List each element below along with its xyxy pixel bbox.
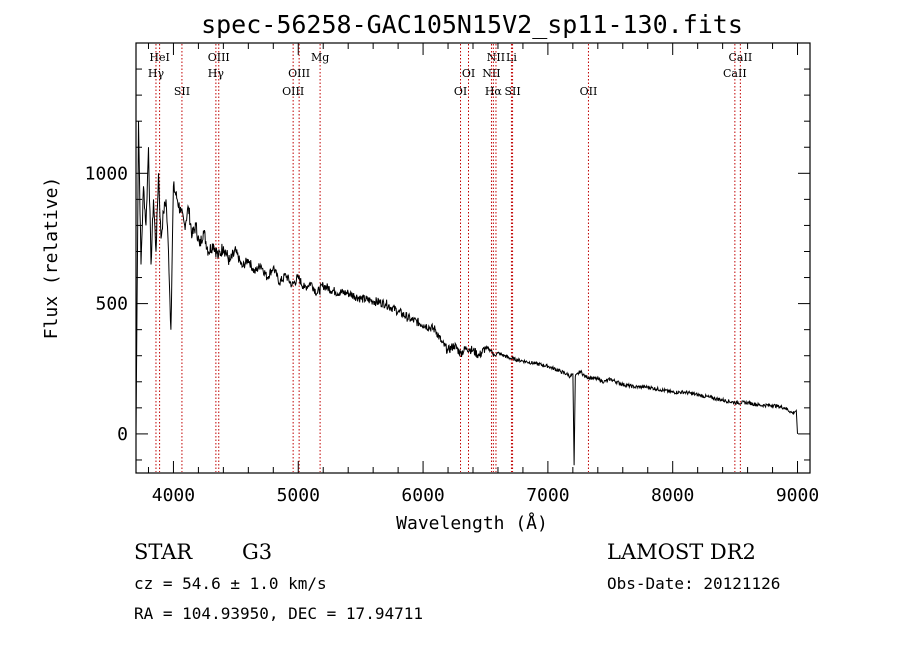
object-class: STAR bbox=[134, 540, 193, 564]
spectral-line-label: NII bbox=[487, 51, 505, 64]
x-tick-label: 7000 bbox=[526, 485, 569, 506]
x-tick-label: 9000 bbox=[776, 485, 819, 506]
plot-frame bbox=[135, 42, 811, 474]
spectral-line-label: Hγ bbox=[148, 67, 165, 80]
spectrum-series-line bbox=[135, 121, 798, 466]
y-tick-label: 500 bbox=[95, 294, 128, 315]
spectral-line-label: CaII bbox=[729, 51, 753, 64]
x-tick-label: 4000 bbox=[152, 485, 195, 506]
observation-date: Obs-Date: 20121126 bbox=[607, 574, 780, 593]
spectral-line-label: SII bbox=[174, 85, 190, 98]
axis-ticks: 4000 5000 6000 7000 8000 9000 0 500 1000 bbox=[85, 43, 819, 506]
y-tick-label: 1000 bbox=[85, 163, 128, 184]
spectral-line-label: OIII bbox=[282, 85, 304, 98]
survey-name: LAMOST DR2 bbox=[607, 540, 756, 564]
spectral-line-label: Mg bbox=[311, 51, 329, 64]
spectral-line-label: Hγ bbox=[208, 67, 225, 80]
spectral-line-label: OIII bbox=[208, 51, 230, 64]
spectral-line-label: Hα bbox=[485, 85, 503, 98]
redshift-velocity: cz = 54.6 ± 1.0 km/s bbox=[134, 574, 327, 593]
spectral-line-label: SII bbox=[504, 85, 520, 98]
spectral-line-label: Li bbox=[506, 51, 517, 64]
spectral-line-label: CaII bbox=[723, 67, 747, 80]
x-tick-label: 8000 bbox=[651, 485, 694, 506]
spectral-line-label: HeI bbox=[149, 51, 169, 64]
y-axis-label: Flux (relative) bbox=[41, 177, 62, 340]
spectral-line-label: NII bbox=[482, 67, 500, 80]
object-subclass: G3 bbox=[242, 540, 272, 564]
y-tick-label: 0 bbox=[117, 424, 128, 445]
coordinates: RA = 104.93950, DEC = 17.94711 bbox=[134, 604, 423, 623]
chart-title: spec-56258-GAC105N15V2_sp11-130.fits bbox=[201, 10, 743, 39]
spectral-line-label: OIII bbox=[288, 67, 310, 80]
x-tick-label: 6000 bbox=[401, 485, 444, 506]
spectral-line-label: OII bbox=[580, 85, 598, 98]
x-axis-label: Wavelength (Å) bbox=[396, 512, 548, 534]
spectral-line-label: OI bbox=[454, 85, 467, 98]
x-tick-label: 5000 bbox=[277, 485, 320, 506]
spectral-line-label: OI bbox=[462, 67, 475, 80]
